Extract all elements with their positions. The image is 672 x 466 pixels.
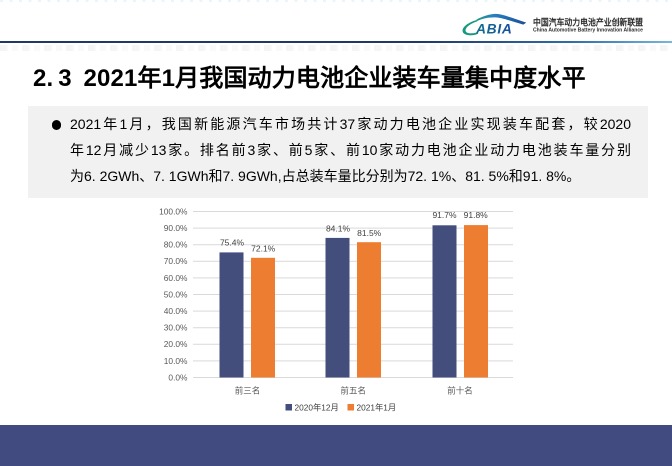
svg-text:China Automotive Battery Innov: China Automotive Battery Innovation Alli… [533,28,643,34]
svg-text:0.0%: 0.0% [168,372,188,382]
svg-text:前十名: 前十名 [447,385,473,395]
svg-text:80.0%: 80.0% [164,240,188,250]
svg-text:70.0%: 70.0% [164,256,188,266]
svg-text:20.0%: 20.0% [164,339,188,349]
svg-text:前三名: 前三名 [235,385,261,395]
svg-text:30.0%: 30.0% [164,323,188,333]
svg-text:91.7%: 91.7% [432,210,457,220]
svg-text:50.0%: 50.0% [164,289,188,299]
svg-text:60.0%: 60.0% [164,273,188,283]
svg-text:2021年1月: 2021年1月 [357,402,397,412]
svg-text:90.0%: 90.0% [164,223,188,233]
svg-text:中国汽车动力电池产业创新联盟: 中国汽车动力电池产业创新联盟 [533,16,643,27]
svg-text:ABIA: ABIA [475,21,513,36]
svg-text:前五名: 前五名 [340,385,366,395]
svg-text:100.0%: 100.0% [159,206,188,216]
svg-text:72.1%: 72.1% [251,243,276,253]
svg-text:10.0%: 10.0% [164,356,188,366]
svg-text:40.0%: 40.0% [164,306,188,316]
svg-text:2020年12月: 2020年12月 [295,402,339,412]
svg-text:81.5%: 81.5% [357,228,382,238]
svg-text:91.8%: 91.8% [464,210,489,220]
svg-text:75.4%: 75.4% [220,238,245,248]
svg-text:84.1%: 84.1% [326,223,351,233]
